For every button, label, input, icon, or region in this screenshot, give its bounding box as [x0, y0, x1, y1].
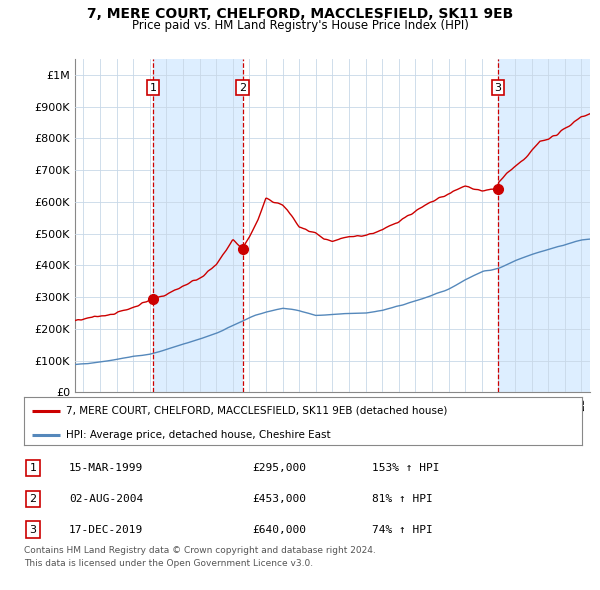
Text: Contains HM Land Registry data © Crown copyright and database right 2024.: Contains HM Land Registry data © Crown c… [24, 546, 376, 555]
Text: £640,000: £640,000 [252, 525, 306, 535]
Text: 153% ↑ HPI: 153% ↑ HPI [372, 463, 439, 473]
Text: £453,000: £453,000 [252, 494, 306, 504]
Text: HPI: Average price, detached house, Cheshire East: HPI: Average price, detached house, Ches… [66, 430, 331, 440]
Text: 1: 1 [150, 83, 157, 93]
Text: 15-MAR-1999: 15-MAR-1999 [69, 463, 143, 473]
Text: 2: 2 [29, 494, 37, 504]
Text: 17-DEC-2019: 17-DEC-2019 [69, 525, 143, 535]
Text: 1: 1 [29, 463, 37, 473]
Text: £295,000: £295,000 [252, 463, 306, 473]
Text: 7, MERE COURT, CHELFORD, MACCLESFIELD, SK11 9EB (detached house): 7, MERE COURT, CHELFORD, MACCLESFIELD, S… [66, 405, 447, 415]
Text: 02-AUG-2004: 02-AUG-2004 [69, 494, 143, 504]
Text: 81% ↑ HPI: 81% ↑ HPI [372, 494, 433, 504]
Text: 3: 3 [494, 83, 502, 93]
Text: Price paid vs. HM Land Registry's House Price Index (HPI): Price paid vs. HM Land Registry's House … [131, 19, 469, 32]
Bar [498, 59, 590, 392]
Text: 74% ↑ HPI: 74% ↑ HPI [372, 525, 433, 535]
Text: 7, MERE COURT, CHELFORD, MACCLESFIELD, SK11 9EB: 7, MERE COURT, CHELFORD, MACCLESFIELD, S… [87, 7, 513, 21]
Text: This data is licensed under the Open Government Licence v3.0.: This data is licensed under the Open Gov… [24, 559, 313, 568]
Text: 2: 2 [239, 83, 246, 93]
Text: 3: 3 [29, 525, 37, 535]
Bar [153, 59, 242, 392]
